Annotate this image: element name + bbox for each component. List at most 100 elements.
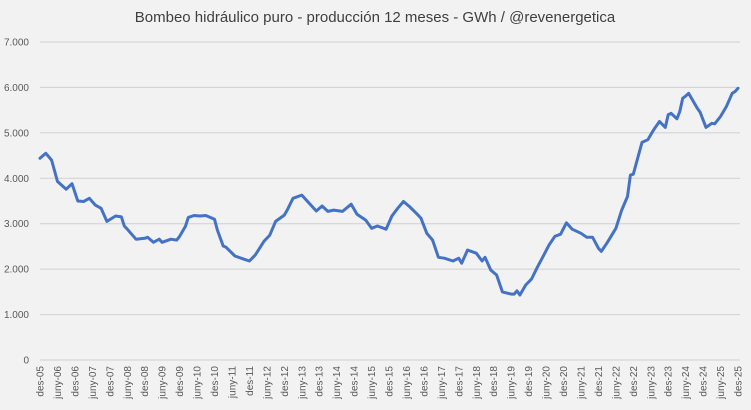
x-tick-label: juny-21	[576, 366, 587, 400]
data-point	[403, 201, 404, 202]
data-point	[135, 238, 137, 240]
y-tick-label: 4.000	[4, 174, 29, 185]
data-point	[458, 257, 460, 259]
data-point	[161, 241, 163, 243]
data-point	[676, 118, 678, 120]
data-point	[371, 227, 373, 229]
data-point	[510, 293, 512, 295]
data-point	[391, 215, 393, 217]
data-point	[283, 214, 285, 216]
data-point	[65, 188, 67, 190]
x-tick-label: des-13	[315, 366, 326, 397]
data-point	[452, 260, 454, 262]
x-tick-label: juny-11	[227, 366, 238, 399]
data-point	[243, 258, 245, 260]
data-point	[679, 111, 681, 112]
x-tick-label: juny-19	[507, 366, 518, 400]
x-tick-label: des-18	[489, 366, 500, 397]
data-point	[187, 216, 189, 218]
y-axis-tick-labels: 0 1.000 2.000 3.000 4.000 5.000 6.000 7.000	[4, 38, 29, 367]
data-point	[467, 249, 468, 251]
x-tick-label: juny-16	[402, 366, 413, 400]
data-point	[83, 201, 85, 202]
data-point	[664, 126, 666, 128]
data-point	[193, 215, 195, 216]
data-point	[147, 236, 149, 238]
data-point	[126, 228, 128, 230]
data-point	[615, 227, 617, 229]
data-point	[248, 260, 250, 262]
x-tick-label: juny-23	[646, 366, 657, 400]
data-point	[580, 232, 582, 234]
data-point	[234, 255, 236, 257]
data-point	[176, 239, 178, 241]
data-point	[263, 240, 265, 242]
x-tick-label: des-05	[36, 366, 47, 397]
data-point	[350, 203, 352, 205]
series-group	[38, 86, 740, 297]
data-point	[641, 141, 643, 143]
data-point	[115, 215, 117, 217]
x-tick-label: des-25	[734, 366, 745, 397]
data-point	[670, 112, 672, 114]
data-point	[214, 218, 215, 220]
data-point	[57, 181, 58, 182]
data-point	[437, 256, 439, 258]
data-point	[315, 210, 317, 212]
data-point	[600, 250, 602, 252]
data-point	[432, 239, 434, 241]
data-point	[475, 252, 477, 254]
data-point	[179, 235, 181, 237]
x-tick-label: juny-13	[297, 366, 308, 400]
x-tick-label: juny-24	[681, 366, 692, 400]
data-point	[342, 210, 343, 212]
data-point	[548, 244, 550, 246]
data-point	[696, 107, 698, 109]
data-point	[144, 237, 146, 239]
chart-title: Bombeo hidráulico puro - producción 12 m…	[135, 9, 616, 26]
data-point	[653, 129, 655, 131]
data-point	[659, 121, 660, 122]
data-point	[531, 278, 532, 280]
x-tick-label: juny-18	[472, 366, 483, 400]
y-tick-label: 3.000	[4, 219, 29, 230]
data-point	[100, 207, 102, 209]
data-point	[565, 222, 567, 224]
data-point	[170, 238, 172, 240]
data-point	[688, 92, 690, 94]
data-point	[205, 215, 207, 216]
data-point	[516, 290, 518, 292]
data-point	[667, 114, 669, 116]
gridlines	[40, 41, 740, 361]
x-tick-label: juny-06	[53, 366, 64, 400]
x-tick-label: des-07	[105, 366, 116, 397]
data-point	[501, 291, 503, 293]
x-tick-label: juny-12	[262, 366, 273, 400]
data-point	[714, 123, 716, 125]
y-tick-label: 2.000	[4, 265, 29, 276]
data-point	[184, 225, 186, 227]
data-point	[45, 152, 47, 154]
data-point	[571, 228, 573, 230]
x-tick-label: des-14	[350, 366, 361, 397]
x-tick-label: des-10	[210, 366, 221, 397]
x-tick-label: juny-08	[123, 366, 134, 400]
data-point	[120, 216, 122, 218]
data-point	[481, 260, 483, 262]
x-axis-tick-labels: des-05 juny-06 des-06 juny-07 des-07 juny-08 d…	[36, 366, 745, 400]
data-point	[301, 194, 303, 196]
data-point	[417, 214, 419, 216]
data-point	[484, 256, 486, 258]
data-point	[720, 116, 721, 117]
x-tick-label: juny-17	[437, 366, 448, 400]
data-point	[731, 92, 733, 94]
data-point	[513, 293, 515, 295]
data-point	[627, 196, 628, 197]
data-point	[376, 225, 378, 227]
data-point	[88, 197, 90, 199]
x-tick-label: des-16	[419, 366, 430, 397]
data-point	[365, 219, 367, 221]
data-point	[123, 225, 125, 227]
